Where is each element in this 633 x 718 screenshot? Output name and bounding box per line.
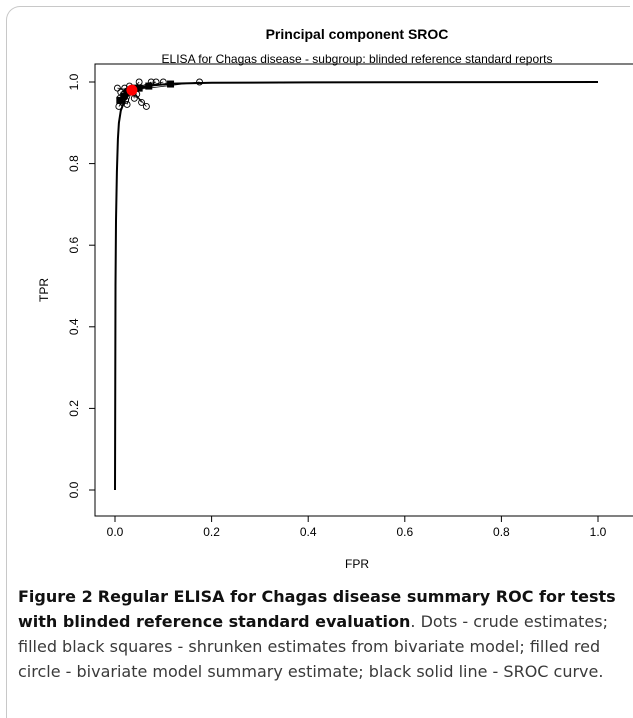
y-axis: 0.0 0.2 0.4 0.6 0.8 1.0	[67, 73, 96, 498]
x-axis-label: FPR	[345, 557, 369, 571]
y-axis-label: TPR	[37, 278, 51, 302]
crude-estimate-20	[196, 78, 203, 86]
x-tick-label-1: 0.2	[203, 525, 220, 539]
y-tick-label-3: 0.6	[67, 237, 81, 254]
shrinkage-line-20	[131, 81, 200, 91]
caption-text: . Dots - crude estimates; filled black s…	[18, 612, 608, 681]
caption-label: Figure 2	[18, 587, 93, 606]
crude-estimate-15	[138, 98, 146, 106]
crude-estimate-16	[142, 103, 150, 110]
shrunken-estimate-5	[145, 82, 153, 90]
y-tick-label-5: 1.0	[67, 73, 81, 90]
shrunken-estimate-6	[167, 80, 175, 88]
shrunken-estimate-4	[135, 84, 143, 92]
sroc-chart: Principal component SROC ELISA for Chaga…	[37, 26, 633, 571]
caption-title: Regular ELISA for Chagas disease summary…	[18, 587, 616, 631]
crude-estimate-19	[159, 78, 167, 86]
x-axis: 0.0 0.2 0.4 0.6 0.8 1.0	[107, 515, 607, 539]
crude-estimate-0	[113, 84, 121, 92]
plot-marks	[113, 78, 599, 491]
x-tick-label-5: 1.0	[590, 525, 607, 539]
figure-caption: Figure 2 Regular ELISA for Chagas diseas…	[18, 584, 616, 684]
x-tick-label-2: 0.4	[300, 525, 317, 539]
y-tick-label-4: 0.8	[67, 155, 81, 172]
y-tick-label-1: 0.2	[67, 400, 81, 417]
shrunken-estimate-0	[116, 96, 124, 104]
y-tick-label-0: 0.0	[67, 481, 81, 498]
sroc-curve	[114, 81, 599, 491]
crude-estimate-8	[123, 100, 131, 108]
x-tick-label-3: 0.6	[396, 525, 413, 539]
chart-subtitle: ELISA for Chagas disease - subgroup: bli…	[162, 52, 553, 66]
summary-estimate	[126, 84, 138, 96]
plot-box	[94, 63, 633, 517]
shrunken-estimate-1	[120, 92, 128, 100]
x-tick-label-0: 0.0	[107, 525, 124, 539]
crude-estimate-18	[152, 78, 160, 86]
x-tick-label-4: 0.8	[493, 525, 510, 539]
y-tick-label-2: 0.4	[67, 318, 81, 335]
figure-frame	[6, 6, 630, 718]
chart-title: Principal component SROC	[266, 26, 449, 42]
